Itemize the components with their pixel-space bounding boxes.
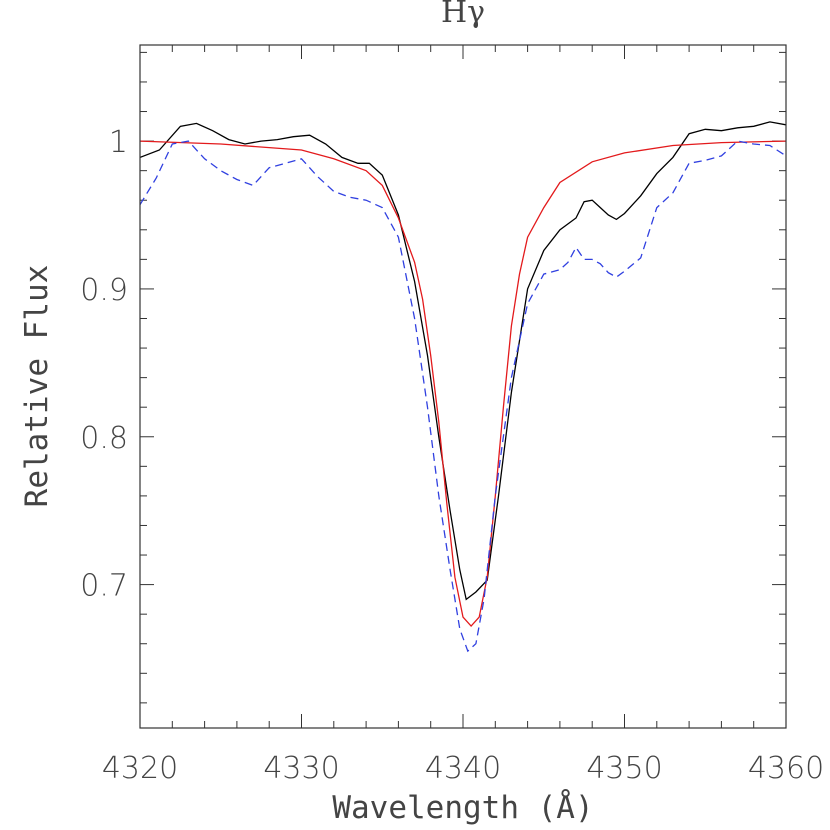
- axis-ticks: [139, 45, 787, 728]
- y-axis-label: Relative Flux: [19, 265, 55, 508]
- y-tick-label: 0.9: [80, 273, 128, 308]
- chart-title: Hγ: [441, 0, 485, 30]
- comparison-spectrum-line: [140, 140, 786, 653]
- x-tick-label: 4340: [425, 751, 501, 786]
- plot-lines: [140, 121, 786, 653]
- tick-labels: 4320 4330 4340 4350 4360 0.7 0.8 0.9 1: [80, 125, 824, 786]
- plot-frame: [139, 44, 787, 729]
- x-tick-label: 4330: [263, 751, 339, 786]
- y-tick-label: 1: [109, 125, 128, 160]
- model-spectrum-line: [140, 140, 786, 627]
- observed-spectrum-line: [140, 121, 786, 601]
- x-tick-label: 4360: [748, 751, 824, 786]
- x-axis-label: Wavelength (Å): [332, 790, 593, 826]
- y-tick-label: 0.7: [80, 569, 128, 604]
- x-tick-label: 4350: [586, 751, 662, 786]
- x-tick-label: 4320: [102, 751, 178, 786]
- y-tick-label: 0.8: [80, 421, 128, 456]
